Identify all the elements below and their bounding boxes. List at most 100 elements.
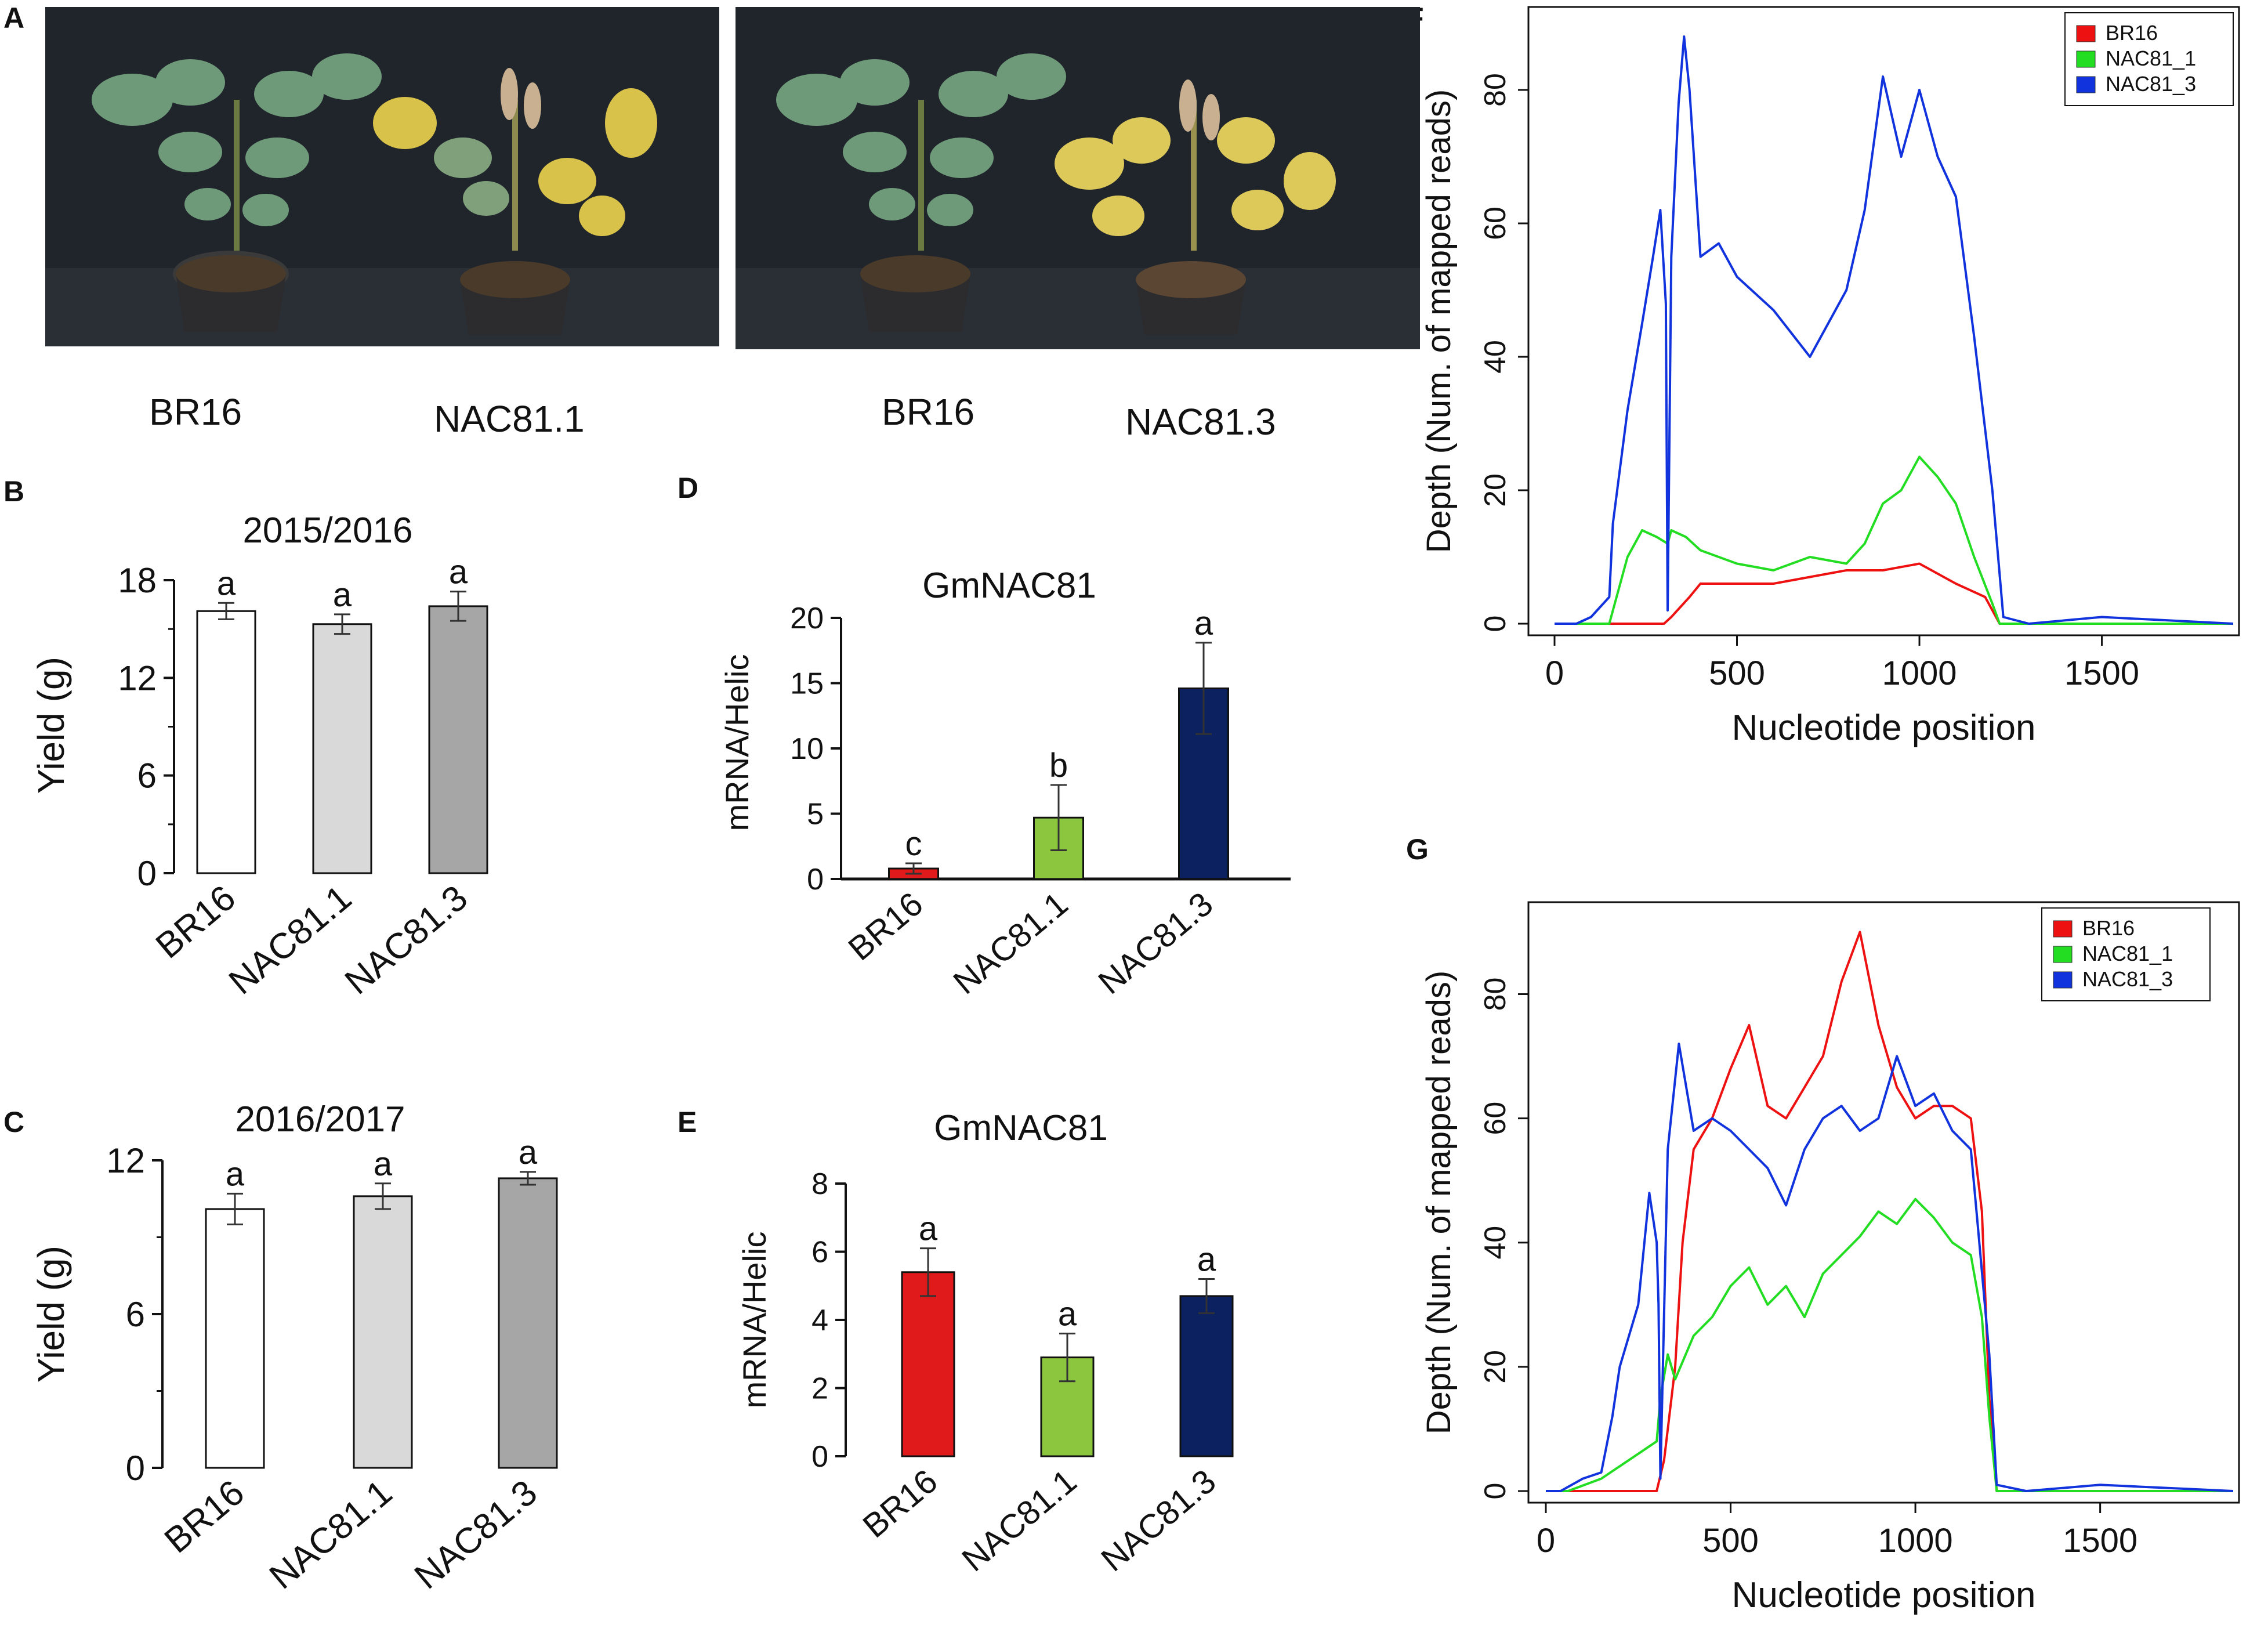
y-axis-label: Depth (Num. of mapped reads) bbox=[1420, 971, 1458, 1434]
panel-label-b: B bbox=[3, 475, 25, 508]
y-tick-label: 20 bbox=[790, 602, 824, 635]
y-tick-label: 20 bbox=[1479, 1350, 1512, 1384]
series-line-br16 bbox=[1546, 931, 2233, 1492]
bar-br16 bbox=[205, 1208, 265, 1469]
y-axis-label: Depth (Num. of mapped reads) bbox=[1420, 89, 1458, 553]
plant-photo-left-drawing bbox=[45, 7, 719, 346]
x-category-label: BR16 bbox=[841, 885, 930, 968]
y-tick-label: 80 bbox=[1479, 73, 1512, 107]
y-tick-label: 0 bbox=[126, 1449, 145, 1488]
y-axis-label: Yield (g) bbox=[30, 657, 72, 794]
plant-photo-left bbox=[45, 7, 719, 346]
bar-br16 bbox=[196, 610, 256, 874]
plant-photo-right-drawing bbox=[736, 7, 1420, 349]
legend-swatch bbox=[2076, 76, 2096, 93]
x-axis-label: Nucleotide position bbox=[1732, 1575, 2036, 1615]
plot-frame bbox=[1527, 901, 2240, 1504]
y-axis-label: mRNA/Helic bbox=[736, 1232, 773, 1409]
y-tick-label: 12 bbox=[118, 659, 157, 697]
x-category-label: BR16 bbox=[148, 878, 243, 967]
legend-label: BR16 bbox=[2106, 21, 2158, 45]
x-category-label: NAC81.3 bbox=[1094, 1462, 1223, 1579]
y-tick-label: 2 bbox=[811, 1372, 828, 1406]
photo-left-caption-nac81-1: NAC81.1 bbox=[434, 398, 585, 440]
x-axis-label: Nucleotide position bbox=[1732, 708, 2036, 748]
line-chart-g: 0 500 1000 1500 0 20 40 60 80 Nucleotide position… bbox=[1420, 901, 2240, 1615]
significance-letter: a bbox=[919, 1210, 938, 1248]
legend-swatch bbox=[2053, 946, 2073, 963]
y-tick-label: 0 bbox=[1479, 616, 1512, 632]
y-tick-label: 6 bbox=[137, 757, 157, 795]
y-axis-label: mRNA/Helic bbox=[719, 654, 755, 831]
x-tick-label: 1000 bbox=[1882, 654, 1957, 692]
y-tick-label: 40 bbox=[1479, 1226, 1512, 1260]
y-tick-label: 80 bbox=[1479, 978, 1512, 1011]
panel-label-e: E bbox=[677, 1106, 697, 1138]
x-category-label: NAC81.1 bbox=[946, 885, 1075, 1001]
panel-label-a: A bbox=[3, 2, 25, 34]
series-line-nac81-1 bbox=[1555, 455, 2233, 625]
series-line-nac81-1 bbox=[1546, 1197, 2233, 1492]
bar-nac81-3 bbox=[1179, 1295, 1234, 1457]
bar-chart-d: GmNAC81 0 5 10 15 20 mRNA/Helic c BR16 b NAC81.1 a N… bbox=[719, 566, 1291, 1001]
x-category-label: NAC81.1 bbox=[955, 1462, 1084, 1579]
y-tick-label: 60 bbox=[1479, 1102, 1512, 1135]
y-tick-label: 8 bbox=[811, 1167, 828, 1201]
y-tick-label: 18 bbox=[118, 561, 157, 600]
bar-nac81-3 bbox=[498, 1177, 558, 1469]
photo-left-caption-br16: BR16 bbox=[149, 391, 242, 433]
x-category-label: NAC81.3 bbox=[407, 1472, 545, 1597]
bar-nac81-1 bbox=[353, 1195, 413, 1469]
significance-letter: a bbox=[333, 576, 352, 614]
y-tick-label: 5 bbox=[807, 798, 824, 831]
line-chart-f: 0 500 1000 1500 0 20 40 60 80 Nucleotide position… bbox=[1420, 6, 2240, 748]
series-line-br16 bbox=[1555, 562, 2233, 625]
bar-nac81-3 bbox=[428, 605, 488, 874]
significance-letter: b bbox=[1049, 747, 1068, 784]
y-tick-label: 0 bbox=[1479, 1483, 1512, 1500]
y-axis-label: Yield (g) bbox=[30, 1246, 72, 1383]
y-tick-label: 10 bbox=[790, 732, 824, 766]
significance-letter: a bbox=[1058, 1296, 1077, 1333]
plant-photo-right bbox=[736, 7, 1420, 349]
significance-letter: a bbox=[1197, 1241, 1216, 1279]
y-tick-label: 20 bbox=[1479, 473, 1512, 507]
legend-label: NAC81_3 bbox=[2106, 72, 2196, 96]
significance-letter: c bbox=[905, 825, 922, 863]
y-tick-label: 15 bbox=[790, 667, 824, 701]
panel-label-d: D bbox=[677, 472, 699, 504]
x-category-label: NAC81.3 bbox=[338, 878, 475, 1003]
x-tick-label: 1500 bbox=[2063, 1522, 2137, 1560]
chart-title: 2016/2017 bbox=[235, 1099, 405, 1139]
significance-letter: a bbox=[226, 1155, 245, 1193]
x-category-label: NAC81.3 bbox=[1091, 885, 1220, 1001]
x-category-label: NAC81.1 bbox=[262, 1472, 400, 1597]
x-tick-label: 0 bbox=[1537, 1522, 1555, 1560]
legend-swatch bbox=[2053, 920, 2073, 938]
bar-chart-c: 2016/2017 0 6 12 Yield (g) a BR16 a NAC81.1 a NAC8… bbox=[30, 1099, 558, 1597]
significance-letter: a bbox=[374, 1145, 393, 1183]
x-tick-label: 500 bbox=[1709, 654, 1765, 692]
legend-swatch bbox=[2076, 50, 2096, 68]
significance-letter: a bbox=[449, 553, 468, 591]
x-category-label: NAC81.1 bbox=[222, 878, 359, 1003]
significance-letter: a bbox=[519, 1134, 538, 1171]
bar-chart-e: GmNAC81 0 2 4 6 8 mRNA/Helic a BR16 a NAC81.1 a NAC8… bbox=[736, 1108, 1234, 1579]
bar-br16 bbox=[901, 1271, 955, 1457]
legend-label: NAC81_1 bbox=[2082, 942, 2173, 965]
x-category-label: BR16 bbox=[157, 1472, 252, 1561]
chart-title: GmNAC81 bbox=[934, 1108, 1108, 1148]
x-tick-label: 1500 bbox=[2064, 654, 2139, 692]
series-line-nac81-3 bbox=[1555, 35, 2234, 625]
chart-title: 2015/2016 bbox=[242, 511, 412, 551]
photo-right-caption-nac81-3: NAC81.3 bbox=[1125, 401, 1276, 443]
significance-letter: a bbox=[217, 565, 236, 602]
bar-nac81-1 bbox=[312, 623, 372, 874]
y-tick-label: 6 bbox=[126, 1295, 145, 1334]
legend-swatch bbox=[2053, 971, 2073, 989]
y-tick-label: 60 bbox=[1479, 207, 1512, 240]
y-tick-label: 0 bbox=[807, 863, 824, 896]
